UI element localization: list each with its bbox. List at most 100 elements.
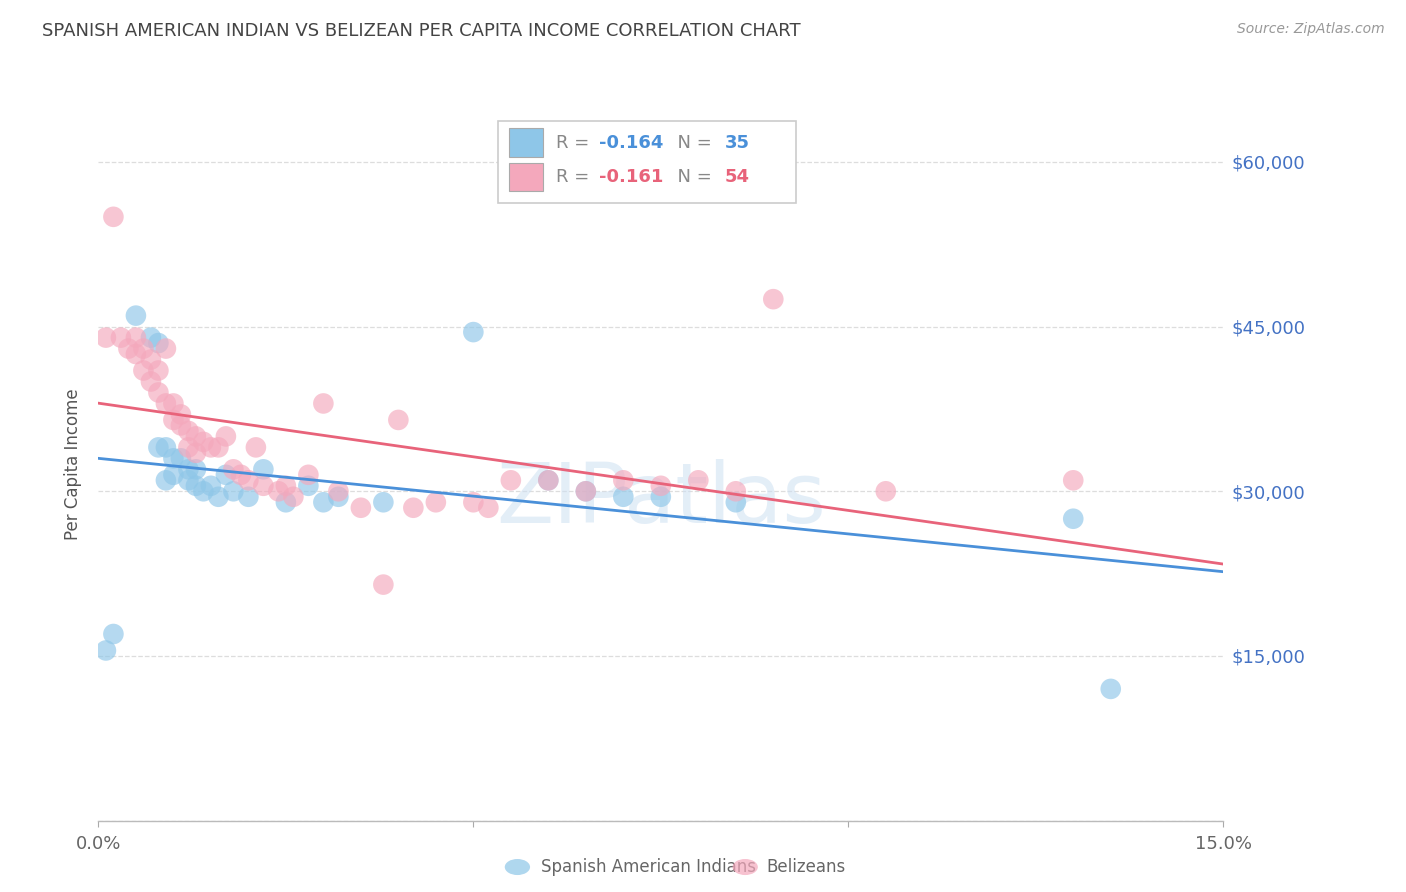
Point xyxy=(207,441,229,455)
Point xyxy=(1062,473,1084,487)
Point xyxy=(155,342,177,356)
Point xyxy=(222,462,245,476)
Point xyxy=(575,484,598,499)
Point xyxy=(499,473,522,487)
Point xyxy=(238,473,260,487)
FancyBboxPatch shape xyxy=(498,121,796,203)
Point xyxy=(125,309,148,323)
Point xyxy=(724,495,747,509)
Point xyxy=(170,408,193,422)
Point xyxy=(184,479,207,493)
Point xyxy=(184,462,207,476)
Point xyxy=(162,451,184,466)
Point xyxy=(132,363,155,377)
Point xyxy=(184,446,207,460)
Point xyxy=(155,473,177,487)
Text: N =: N = xyxy=(666,168,718,186)
Point xyxy=(222,484,245,499)
Point xyxy=(650,490,672,504)
Point xyxy=(312,396,335,410)
Point xyxy=(215,467,238,482)
Point xyxy=(125,330,148,344)
Point xyxy=(215,429,238,443)
Point xyxy=(103,627,125,641)
Text: 54: 54 xyxy=(725,168,749,186)
Text: R =: R = xyxy=(557,168,595,186)
Point xyxy=(139,375,162,389)
Point xyxy=(267,484,290,499)
Point xyxy=(162,396,184,410)
Point xyxy=(402,500,425,515)
Text: ZIPatlas: ZIPatlas xyxy=(496,459,825,540)
Text: -0.164: -0.164 xyxy=(599,134,664,152)
Point xyxy=(575,484,598,499)
Text: N =: N = xyxy=(666,134,718,152)
Point xyxy=(110,330,132,344)
Point xyxy=(155,396,177,410)
Y-axis label: Per Capita Income: Per Capita Income xyxy=(65,388,83,540)
Point xyxy=(162,467,184,482)
Point xyxy=(537,473,560,487)
Point xyxy=(297,467,319,482)
Point xyxy=(477,500,499,515)
Point xyxy=(103,210,125,224)
FancyBboxPatch shape xyxy=(509,128,543,157)
Point xyxy=(177,441,200,455)
Point xyxy=(148,385,170,400)
Point xyxy=(328,490,350,504)
Point xyxy=(200,479,222,493)
Text: SPANISH AMERICAN INDIAN VS BELIZEAN PER CAPITA INCOME CORRELATION CHART: SPANISH AMERICAN INDIAN VS BELIZEAN PER … xyxy=(42,22,801,40)
Text: -0.161: -0.161 xyxy=(599,168,664,186)
Text: 35: 35 xyxy=(725,134,749,152)
Point xyxy=(312,495,335,509)
Point xyxy=(170,451,193,466)
Point xyxy=(184,429,207,443)
Point xyxy=(170,418,193,433)
Point xyxy=(1099,681,1122,696)
Point xyxy=(650,479,672,493)
Point xyxy=(125,347,148,361)
Point xyxy=(229,467,252,482)
Point xyxy=(612,490,634,504)
Point xyxy=(387,413,409,427)
Point xyxy=(155,441,177,455)
Point xyxy=(537,473,560,487)
Text: Belizeans: Belizeans xyxy=(766,858,845,876)
Point xyxy=(139,352,162,367)
Point xyxy=(425,495,447,509)
Point xyxy=(297,479,319,493)
Point xyxy=(177,473,200,487)
Point xyxy=(148,441,170,455)
Point xyxy=(94,330,117,344)
Point xyxy=(373,577,395,591)
Point xyxy=(762,292,785,306)
Point xyxy=(875,484,897,499)
Point xyxy=(373,495,395,509)
Text: R =: R = xyxy=(557,134,595,152)
Point xyxy=(193,434,215,449)
Point xyxy=(193,484,215,499)
FancyBboxPatch shape xyxy=(509,162,543,191)
Point xyxy=(94,643,117,657)
Point xyxy=(238,490,260,504)
Point xyxy=(463,325,485,339)
Point xyxy=(252,479,274,493)
Point xyxy=(177,424,200,438)
Point xyxy=(162,413,184,427)
Point xyxy=(117,342,139,356)
Point xyxy=(200,441,222,455)
Point xyxy=(274,479,297,493)
Point xyxy=(688,473,710,487)
Point xyxy=(1062,512,1084,526)
Text: Source: ZipAtlas.com: Source: ZipAtlas.com xyxy=(1237,22,1385,37)
Point xyxy=(612,473,634,487)
Point xyxy=(207,490,229,504)
Point xyxy=(350,500,373,515)
Point xyxy=(252,462,274,476)
Point xyxy=(274,495,297,509)
Point xyxy=(283,490,305,504)
Point xyxy=(463,495,485,509)
Text: Spanish American Indians: Spanish American Indians xyxy=(541,858,756,876)
Point xyxy=(328,484,350,499)
Point xyxy=(724,484,747,499)
